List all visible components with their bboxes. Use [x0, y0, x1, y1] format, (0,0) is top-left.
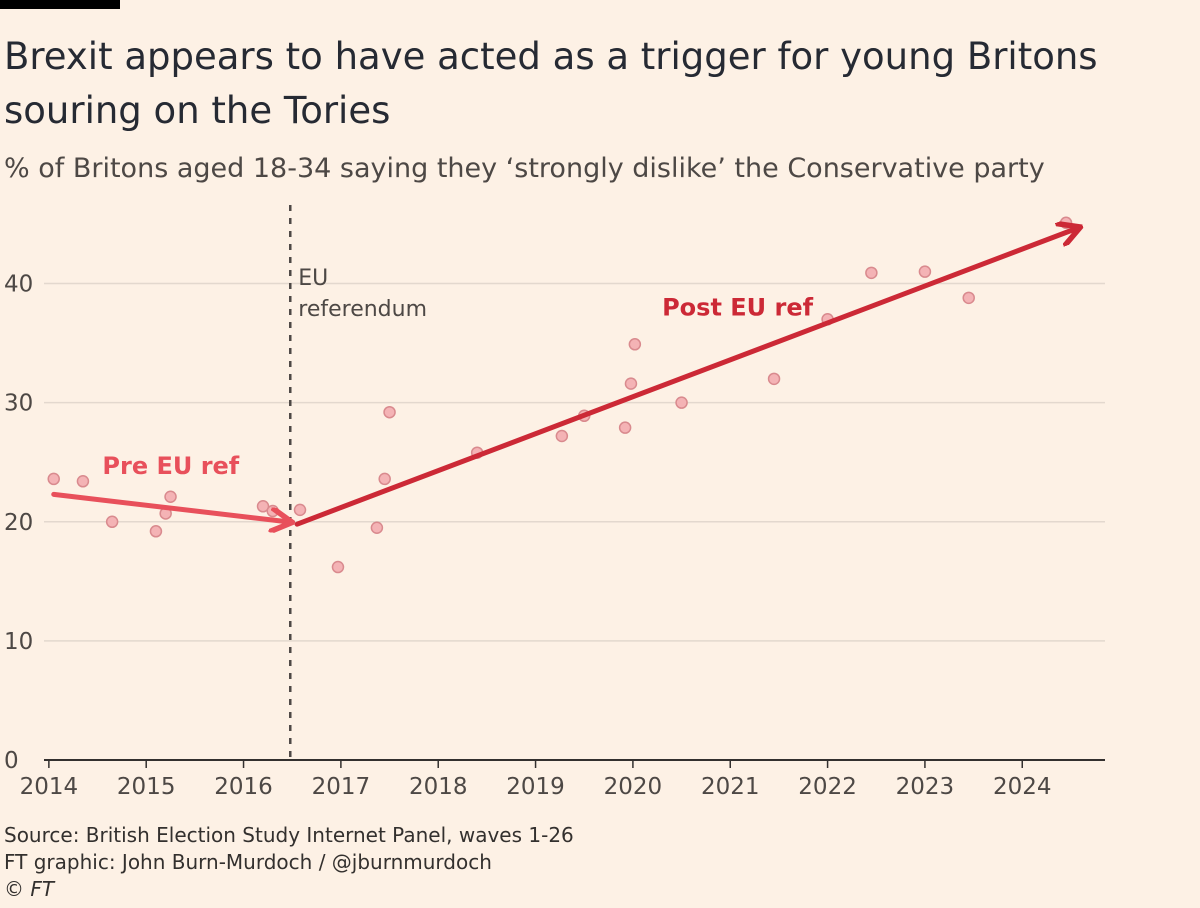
- eu-referendum-label-2: referendum: [298, 297, 427, 322]
- eu-referendum-line: EU referendum: [289, 205, 427, 760]
- x-tick-label: 2016: [214, 774, 273, 800]
- data-point-11: [378, 472, 391, 486]
- data-point-10: [370, 521, 384, 534]
- x-tick-label: 2024: [993, 774, 1052, 800]
- data-point-8: [293, 503, 307, 517]
- data-point-5: [164, 490, 177, 504]
- x-axis: 2014 2015 2016 2017 2018 2019 2020 2021 2022 2023…: [20, 759, 1105, 800]
- x-tick-label: 2018: [409, 774, 468, 800]
- data-point-0: [47, 472, 60, 486]
- data-point-6: [256, 500, 270, 513]
- post-eu-ref-trend-arrow: [294, 229, 1076, 527]
- data-point-1: [76, 475, 90, 488]
- x-tick-label: 2015: [117, 774, 176, 800]
- data-point-7: [266, 504, 279, 518]
- data-point-2: [105, 515, 119, 529]
- data-point-24: [962, 291, 975, 305]
- data-point-23: [918, 265, 932, 278]
- source-line: Source: British Election Study Internet …: [4, 823, 574, 847]
- data-point-14: [555, 429, 569, 443]
- data-point-19: [675, 396, 688, 409]
- data-points: [47, 216, 1073, 574]
- data-point-3: [149, 525, 163, 538]
- data-point-25: [1059, 216, 1073, 230]
- post-eu-ref-label: Post EU ref: [662, 294, 814, 322]
- data-point-17: [624, 377, 638, 390]
- eu-referendum-label-1: EU: [298, 266, 328, 291]
- y-tick-label: 20: [4, 510, 33, 536]
- x-tick-label: 2021: [701, 774, 760, 800]
- x-tick-label: 2019: [506, 774, 565, 800]
- y-tick-label: 0: [4, 748, 19, 774]
- data-point-20: [767, 372, 781, 386]
- y-tick-label: 40: [4, 272, 33, 298]
- source-notes: Source: British Election Study Internet …: [4, 822, 574, 903]
- data-point-16: [618, 421, 632, 434]
- pre-eu-ref-label: Pre EU ref: [102, 452, 239, 480]
- annotations: Pre EU ref Post EU ref: [102, 294, 813, 480]
- y-tick-label: 30: [4, 391, 33, 417]
- credit-line: FT graphic: John Burn-Murdoch / @jburnmu…: [4, 850, 492, 874]
- copyright-line: © FT: [4, 877, 55, 901]
- trend-arrows: [51, 229, 1076, 527]
- chart-subtitle: % of Britons aged 18-34 saying they ‘str…: [4, 153, 1045, 184]
- chart-title: Brexit appears to have acted as a trigge…: [4, 35, 1098, 132]
- y-axis-ticks: 0 10 20 30 40: [4, 272, 33, 774]
- data-point-12: [383, 405, 396, 419]
- data-point-9: [331, 560, 345, 574]
- top-black-bar: [0, 0, 120, 9]
- x-tick-label: 2014: [20, 774, 79, 800]
- pre-eu-ref-trend-arrow: [51, 491, 288, 521]
- x-tick-label: 2023: [896, 774, 955, 800]
- x-tick-label: 2020: [604, 774, 663, 800]
- x-tick-label: 2017: [312, 774, 371, 800]
- data-point-18: [628, 338, 642, 351]
- x-tick-label: 2022: [798, 774, 857, 800]
- y-tick-label: 10: [4, 629, 33, 655]
- data-point-22: [865, 266, 878, 280]
